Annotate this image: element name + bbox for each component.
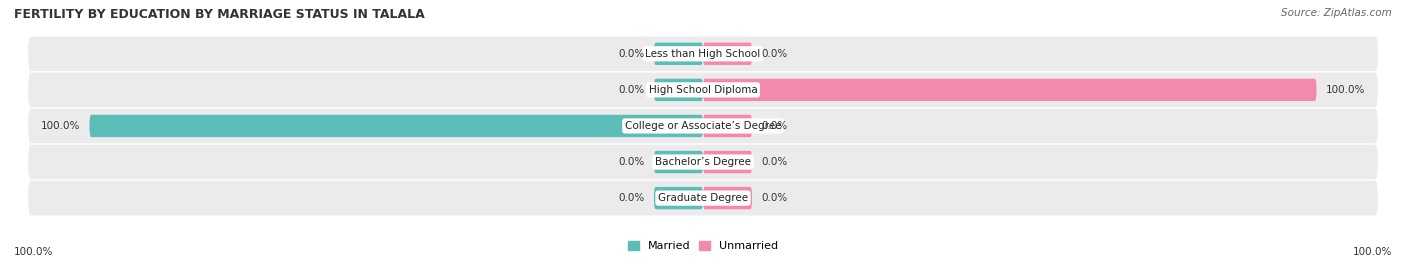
Text: 0.0%: 0.0%: [761, 121, 787, 131]
Text: 0.0%: 0.0%: [619, 85, 645, 95]
FancyBboxPatch shape: [28, 109, 1378, 143]
FancyBboxPatch shape: [703, 115, 752, 137]
FancyBboxPatch shape: [703, 187, 752, 209]
Text: 0.0%: 0.0%: [619, 157, 645, 167]
FancyBboxPatch shape: [703, 79, 1316, 101]
Text: Bachelor’s Degree: Bachelor’s Degree: [655, 157, 751, 167]
Text: 100.0%: 100.0%: [1353, 247, 1392, 257]
Text: 0.0%: 0.0%: [619, 49, 645, 59]
Text: Graduate Degree: Graduate Degree: [658, 193, 748, 203]
Text: 100.0%: 100.0%: [14, 247, 53, 257]
FancyBboxPatch shape: [703, 43, 752, 65]
FancyBboxPatch shape: [654, 79, 703, 101]
FancyBboxPatch shape: [28, 145, 1378, 179]
Text: 0.0%: 0.0%: [619, 193, 645, 203]
Text: 0.0%: 0.0%: [761, 157, 787, 167]
FancyBboxPatch shape: [654, 43, 703, 65]
Legend: Married, Unmarried: Married, Unmarried: [623, 236, 783, 255]
FancyBboxPatch shape: [90, 115, 703, 137]
Text: 0.0%: 0.0%: [761, 193, 787, 203]
Text: FERTILITY BY EDUCATION BY MARRIAGE STATUS IN TALALA: FERTILITY BY EDUCATION BY MARRIAGE STATU…: [14, 8, 425, 21]
FancyBboxPatch shape: [654, 151, 703, 173]
Text: 100.0%: 100.0%: [41, 121, 80, 131]
FancyBboxPatch shape: [703, 151, 752, 173]
Text: High School Diploma: High School Diploma: [648, 85, 758, 95]
Text: Less than High School: Less than High School: [645, 49, 761, 59]
Text: 100.0%: 100.0%: [1326, 85, 1365, 95]
Text: 0.0%: 0.0%: [761, 49, 787, 59]
FancyBboxPatch shape: [28, 36, 1378, 71]
FancyBboxPatch shape: [28, 181, 1378, 215]
Text: Source: ZipAtlas.com: Source: ZipAtlas.com: [1281, 8, 1392, 18]
FancyBboxPatch shape: [28, 73, 1378, 107]
FancyBboxPatch shape: [654, 187, 703, 209]
Text: College or Associate’s Degree: College or Associate’s Degree: [624, 121, 782, 131]
